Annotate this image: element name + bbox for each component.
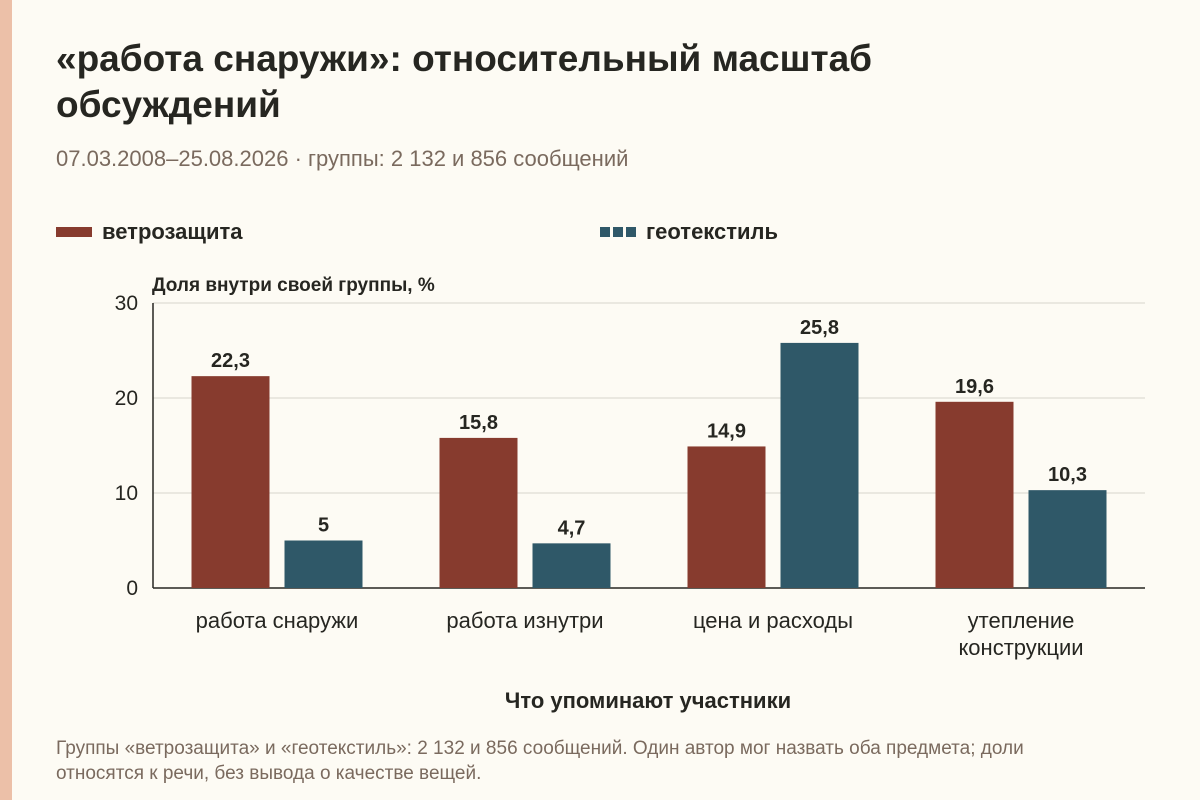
legend-swatch-solid — [56, 227, 92, 237]
left-accent-bar — [0, 0, 12, 800]
y-tick-label: 30 — [115, 292, 138, 315]
chart-subtitle: 07.03.2008–25.08.2026 · группы: 2 132 и … — [56, 146, 629, 171]
x-tick-label: работа снаружи — [196, 608, 359, 633]
bar — [532, 543, 611, 588]
legend-item-vetrozashchita: ветрозащита — [56, 219, 243, 245]
legend-swatch-dashed — [600, 227, 636, 237]
bar — [284, 540, 363, 588]
footnote: Группы «ветрозащита» и «геотекстиль»: 2 … — [56, 738, 1024, 784]
bar-value-label: 14,9 — [707, 420, 746, 442]
legend-item-geotekstil: геотекстиль — [600, 219, 778, 245]
legend-label: геотекстиль — [646, 219, 779, 244]
y-axis-label: Доля внутри своей группы, % — [152, 275, 435, 296]
bar-value-label: 4,7 — [558, 517, 586, 539]
bar — [439, 437, 518, 588]
bar-value-label: 5 — [318, 515, 329, 537]
bar-value-label: 10,3 — [1048, 464, 1087, 486]
bar — [935, 401, 1014, 588]
chart-title: «работа снаружи»: относительный масштаб … — [56, 38, 873, 125]
bar-value-label: 22,3 — [211, 350, 250, 372]
x-axis-label: Что упоминают участники — [505, 688, 791, 713]
y-tick-label: 0 — [126, 577, 138, 600]
bar-value-label: 19,6 — [955, 376, 994, 398]
legend-label: ветрозащита — [102, 219, 243, 244]
bar-value-label: 25,8 — [800, 317, 839, 339]
x-tick-label: конструкции — [958, 635, 1083, 660]
x-tick-label: утепление — [968, 608, 1075, 633]
bar — [191, 376, 270, 588]
bar — [780, 342, 859, 588]
bar-value-label: 15,8 — [459, 412, 498, 434]
x-tick-label: цена и расходы — [693, 608, 853, 633]
y-tick-label: 10 — [115, 482, 138, 505]
y-tick-label: 20 — [115, 387, 138, 410]
bar — [1028, 490, 1107, 588]
bar — [687, 446, 766, 588]
x-tick-label: работа изнутри — [446, 608, 603, 633]
